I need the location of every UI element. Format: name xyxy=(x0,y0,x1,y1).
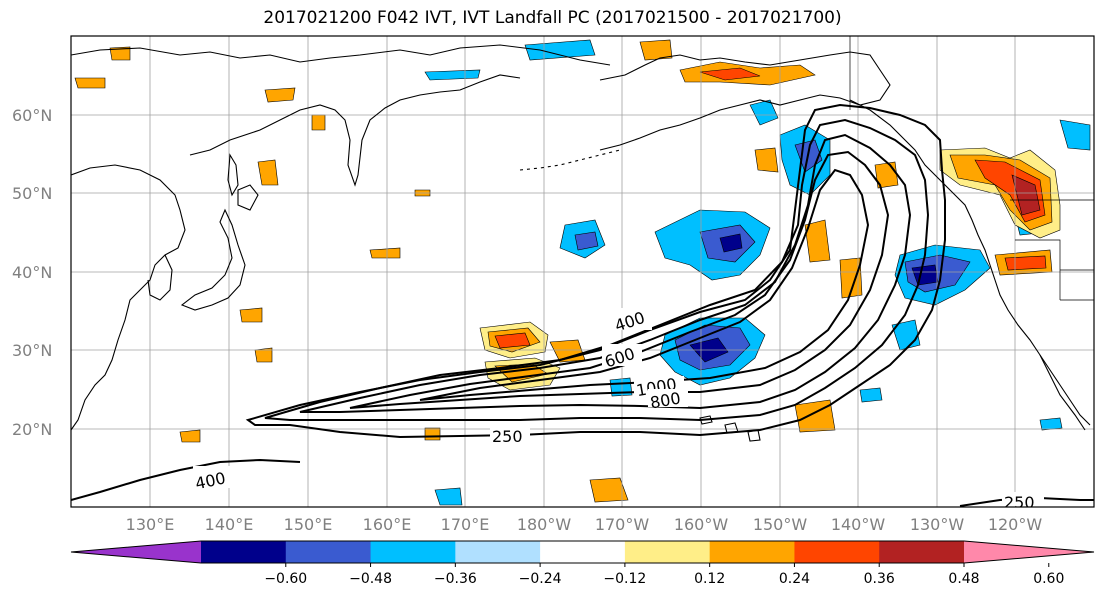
coastline-asia xyxy=(71,164,186,431)
colorbar-segment xyxy=(370,541,456,563)
colorbar-extend-high xyxy=(964,541,1094,563)
pos-anomaly-patch xyxy=(1011,174,1041,216)
lon-label: 130°E xyxy=(126,515,175,534)
pos-anomaly-patch xyxy=(257,159,279,186)
map-title: 2017021200 F042 IVT, IVT Landfall PC (20… xyxy=(263,8,842,28)
contour-400-south xyxy=(71,458,301,501)
pos-anomaly-patch xyxy=(254,347,273,363)
lat-label: 50°N xyxy=(12,184,52,203)
lat-label: 60°N xyxy=(12,106,52,125)
lon-label: 180°W xyxy=(517,515,572,534)
colorbar-segment xyxy=(879,541,965,563)
neg-anomaly-patch xyxy=(434,487,463,506)
contour-400 xyxy=(264,118,930,422)
pos-anomaly-patch xyxy=(699,67,761,81)
coastline-japan xyxy=(180,208,246,311)
coastline-sakhalin xyxy=(227,153,239,197)
pos-anomaly-patch xyxy=(1004,255,1047,271)
colorbar-segment xyxy=(201,541,287,563)
lon-label: 170°W xyxy=(595,515,650,534)
lon-label: 170°E xyxy=(441,515,490,534)
map-border xyxy=(70,35,1095,508)
pos-anomaly-patch xyxy=(264,87,296,103)
lon-label: 140°W xyxy=(831,515,886,534)
lon-label: 150°E xyxy=(284,515,333,534)
colorbar-tick-label: 0.12 xyxy=(694,571,725,587)
coastline-hokkaido xyxy=(237,184,259,211)
colorbar-extend-low xyxy=(71,541,201,563)
pos-anomaly-patch xyxy=(804,219,831,263)
colorbar-segment xyxy=(455,541,541,563)
pos-anomaly-patch xyxy=(424,427,441,441)
lat-label: 40°N xyxy=(12,263,52,282)
coastline-siberia xyxy=(189,74,521,187)
colorbar-tick-label: 0.48 xyxy=(948,571,979,587)
pos-anomaly-patch xyxy=(639,39,673,61)
neg-anomaly-patch xyxy=(1059,119,1091,151)
coastline-alaska xyxy=(599,51,891,151)
colorbar-segment xyxy=(285,541,372,563)
pos-anomaly-patch xyxy=(179,429,201,443)
lon-label: 120°W xyxy=(988,515,1043,534)
contour-label-250-southeast: 250 xyxy=(1004,493,1035,512)
colorbar-tick-label: −0.60 xyxy=(264,571,307,587)
neg-anomaly-patch xyxy=(524,39,596,61)
lon-label: 140°E xyxy=(205,515,254,534)
contour-labels: 400 600 1000 800 250 400 250 xyxy=(193,308,1044,512)
pos-anomaly-patch xyxy=(239,307,263,323)
colorbar-segment xyxy=(709,541,795,563)
neg-anomaly-patch xyxy=(749,99,779,126)
pos-anomaly-patch xyxy=(839,257,863,299)
coastline-aleutians xyxy=(519,149,621,171)
pos-anomaly-patch xyxy=(494,332,531,349)
neg-anomaly-patch xyxy=(424,69,481,81)
colorbar-tick-label: −0.48 xyxy=(349,571,392,587)
colorbar-segment xyxy=(794,541,880,563)
lon-label: 150°W xyxy=(753,515,808,534)
pos-anomaly-patch xyxy=(109,46,131,61)
coastline-korea xyxy=(147,254,173,301)
lon-label: 160°W xyxy=(674,515,729,534)
neg-anomaly-patch xyxy=(1039,417,1063,431)
pos-anomaly-patch xyxy=(589,477,629,503)
coastline-north-america xyxy=(849,99,1091,426)
neg-anomaly-patch xyxy=(574,231,599,251)
colorbar-segment xyxy=(624,541,711,563)
colorbar-tick-label: 0.60 xyxy=(1033,571,1064,587)
colorbar: −0.60 −0.48 −0.36 −0.24 −0.12 0.12 0.24 0.36 0.4… xyxy=(70,540,1095,587)
pos-anomaly-patch xyxy=(311,114,326,131)
lon-label: 160°E xyxy=(363,515,412,534)
coastline-arctic xyxy=(71,44,611,66)
lat-label: 20°N xyxy=(12,420,52,439)
colorbar-tick-label: −0.24 xyxy=(519,571,562,587)
neg-anomaly-patch xyxy=(719,233,743,253)
colorbar-outline xyxy=(70,540,1095,564)
colorbar-tick-label: 0.36 xyxy=(864,571,895,587)
borders xyxy=(849,36,1094,301)
latitude-labels: 60°N 50°N 40°N 30°N 20°N xyxy=(12,106,52,439)
pos-anomaly-patch xyxy=(74,77,106,89)
colorbar-tick-label: −0.36 xyxy=(434,571,477,587)
lon-label: 130°W xyxy=(910,515,965,534)
pos-anomaly-patch xyxy=(369,247,401,259)
lat-label: 30°N xyxy=(12,341,52,360)
longitude-labels: 130°E 140°E 150°E 160°E 170°E 180°W 170°… xyxy=(126,515,1043,534)
pos-anomaly-patch xyxy=(754,147,779,173)
neg-anomaly-patch xyxy=(859,387,883,403)
coastline-baja xyxy=(1039,354,1086,431)
colorbar-tick-label: 0.24 xyxy=(779,571,810,587)
graticule xyxy=(71,36,1094,507)
colorbar-tick-label: −0.12 xyxy=(603,571,646,587)
colorbar-segment xyxy=(540,541,626,563)
contour-label-250: 250 xyxy=(492,427,523,446)
